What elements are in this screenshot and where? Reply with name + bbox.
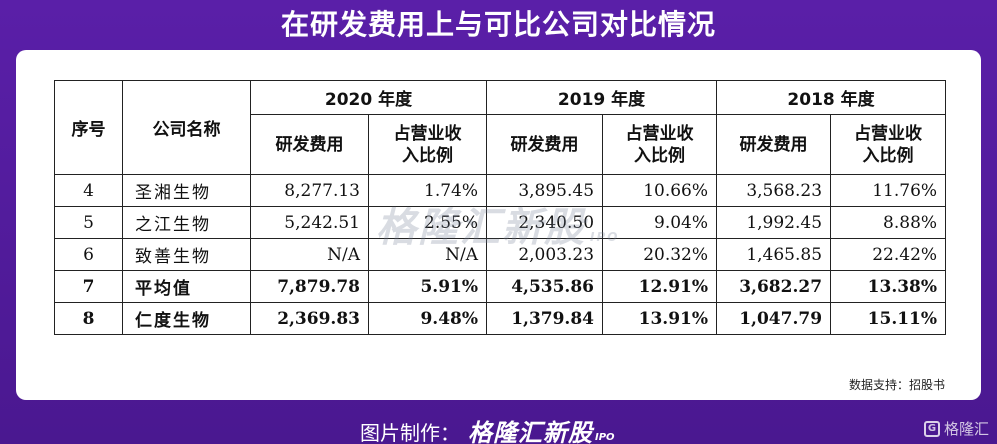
row-company: 圣湘生物 — [122, 174, 251, 207]
table-row: 5 之江生物 5,242.51 2.55% 2,340.50 9.04% 1,9… — [54, 206, 947, 239]
row-company: 致善生物 — [122, 238, 251, 271]
logo-icon: G — [923, 420, 940, 437]
cell-value: 13.91% — [602, 302, 718, 335]
page-title: 在研发费用上与可比公司对比情况 — [280, 8, 716, 41]
subheader-expense: 研发费用 — [250, 114, 369, 175]
header-year-2020: 2020 年度 — [249, 80, 488, 115]
cell-value: 9.48% — [367, 302, 488, 335]
table-row-highlight: 8 仁度生物 2,369.83 9.48% 1,379.84 13.91% 1,… — [54, 302, 947, 335]
row-company: 仁度生物 — [122, 302, 251, 335]
row-no: 4 — [54, 174, 123, 207]
footer-brand-sub: IPO — [595, 432, 615, 443]
footer-brand-logo: 格隆汇新股 — [468, 419, 593, 444]
subheader-expense: 研发费用 — [716, 114, 832, 175]
subheader-ratio: 占营业收 入比例 — [602, 114, 718, 175]
cell-value: 2,003.23 — [486, 238, 604, 271]
cell-value: 2.55% — [367, 206, 488, 239]
cell-value: 8.88% — [830, 206, 947, 239]
cell-value: 22.42% — [830, 238, 947, 271]
cell-value: 1.74% — [367, 174, 488, 207]
cell-value: 20.32% — [602, 238, 718, 271]
cell-value: 3,568.23 — [716, 174, 832, 207]
footer-credit: 图片制作： 格隆汇新股 IPO — [360, 414, 615, 444]
row-no: 5 — [54, 206, 123, 239]
cell-value: 11.76% — [830, 174, 947, 207]
row-no: 6 — [54, 238, 123, 271]
cell-value: 3,682.27 — [716, 270, 832, 303]
header-year-2019: 2019 年度 — [486, 80, 718, 115]
data-source-note: 数据支持：招股书 — [848, 378, 945, 392]
cell-value: 1,465.85 — [716, 238, 832, 271]
cell-value: 15.11% — [830, 302, 947, 335]
cell-value: 1,379.84 — [486, 302, 604, 335]
table-row: 4 圣湘生物 8,277.13 1.74% 3,895.45 10.66% 3,… — [54, 174, 947, 207]
row-no: 7 — [54, 270, 123, 303]
cell-value: 2,369.83 — [250, 302, 369, 335]
cell-value: 5,242.51 — [250, 206, 369, 239]
cell-value: 2,340.50 — [486, 206, 604, 239]
corner-logo-text: 格隆汇 — [943, 420, 989, 438]
cell-value: 7,879.78 — [250, 270, 369, 303]
subheader-ratio: 占营业收 入比例 — [367, 114, 488, 175]
cell-value: 12.91% — [602, 270, 718, 303]
subheader-expense: 研发费用 — [486, 114, 604, 175]
footer: 图片制作： 格隆汇新股 IPO G 格隆汇 — [0, 408, 997, 444]
row-company: 平均值 — [122, 270, 251, 303]
header-no: 序号 — [54, 80, 123, 175]
cell-value: 1,047.79 — [716, 302, 832, 335]
cell-value: 4,535.86 — [486, 270, 604, 303]
table-card: 序号 公司名称 2020 年度 2019 年度 2018 年度 研发费用 占营业… — [16, 50, 981, 400]
cell-value: N/A — [250, 238, 369, 271]
header-year-2018: 2018 年度 — [716, 80, 947, 115]
header-company-name: 公司名称 — [122, 80, 251, 175]
cell-value: N/A — [367, 238, 488, 271]
footer-label: 图片制作： — [360, 421, 460, 444]
cell-value: 8,277.13 — [250, 174, 369, 207]
corner-logo: G 格隆汇 — [923, 418, 989, 439]
cell-value: 1,992.45 — [716, 206, 832, 239]
cell-value: 3,895.45 — [486, 174, 604, 207]
comparison-table: 序号 公司名称 2020 年度 2019 年度 2018 年度 研发费用 占营业… — [54, 80, 947, 335]
row-no: 8 — [54, 302, 123, 335]
cell-value: 13.38% — [830, 270, 947, 303]
cell-value: 5.91% — [367, 270, 488, 303]
cell-value: 9.04% — [602, 206, 718, 239]
table-row-average: 7 平均值 7,879.78 5.91% 4,535.86 12.91% 3,6… — [54, 270, 947, 303]
row-company: 之江生物 — [122, 206, 251, 239]
cell-value: 10.66% — [602, 174, 718, 207]
subheader-ratio: 占营业收 入比例 — [830, 114, 947, 175]
table-row: 6 致善生物 N/A N/A 2,003.23 20.32% 1,465.85 … — [54, 238, 947, 271]
